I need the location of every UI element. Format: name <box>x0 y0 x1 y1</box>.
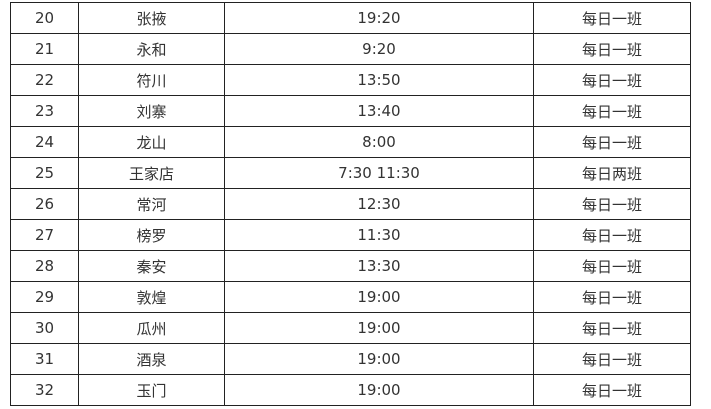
cell-no: 24 <box>10 126 79 158</box>
cell-station: 常河 <box>78 188 225 220</box>
cell-time: 7:30 11:30 <box>224 157 534 189</box>
cell-frequency: 每日一班 <box>533 64 691 96</box>
cell-frequency: 每日一班 <box>533 2 691 34</box>
cell-no: 30 <box>10 312 79 344</box>
cell-time: 19:00 <box>224 281 534 313</box>
cell-no: 32 <box>10 374 79 406</box>
cell-station: 敦煌 <box>78 281 225 313</box>
cell-station: 龙山 <box>78 126 225 158</box>
cell-frequency: 每日一班 <box>533 312 691 344</box>
cell-time: 19:00 <box>224 343 534 375</box>
cell-no: 23 <box>10 95 79 127</box>
cell-time: 19:20 <box>224 2 534 34</box>
table-row: 32 玉门 19:00 每日一班 <box>10 374 691 406</box>
table-row: 24 龙山 8:00 每日一班 <box>10 126 691 158</box>
table-row: 20 张掖 19:20 每日一班 <box>10 2 691 34</box>
cell-frequency: 每日一班 <box>533 219 691 251</box>
cell-no: 22 <box>10 64 79 96</box>
cell-station: 玉门 <box>78 374 225 406</box>
table-row: 22 符川 13:50 每日一班 <box>10 64 691 96</box>
cell-frequency: 每日一班 <box>533 33 691 65</box>
cell-station: 瓜州 <box>78 312 225 344</box>
cell-time: 12:30 <box>224 188 534 220</box>
cell-no: 26 <box>10 188 79 220</box>
cell-no: 27 <box>10 219 79 251</box>
cell-station: 王家店 <box>78 157 225 189</box>
cell-station: 酒泉 <box>78 343 225 375</box>
cell-frequency: 每日一班 <box>533 374 691 406</box>
cell-time: 19:00 <box>224 312 534 344</box>
table-row: 25 王家店 7:30 11:30 每日两班 <box>10 157 691 189</box>
table-row: 31 酒泉 19:00 每日一班 <box>10 343 691 375</box>
cell-station: 符川 <box>78 64 225 96</box>
table-row: 30 瓜州 19:00 每日一班 <box>10 312 691 344</box>
schedule-table: 20 张掖 19:20 每日一班 21 永和 9:20 每日一班 22 符川 13:50 每日一班 23… <box>10 2 691 406</box>
cell-time: 19:00 <box>224 374 534 406</box>
cell-no: 21 <box>10 33 79 65</box>
cell-station: 刘寨 <box>78 95 225 127</box>
cell-frequency: 每日一班 <box>533 126 691 158</box>
cell-station: 榜罗 <box>78 219 225 251</box>
table-row: 27 榜罗 11:30 每日一班 <box>10 219 691 251</box>
cell-no: 25 <box>10 157 79 189</box>
cell-time: 11:30 <box>224 219 534 251</box>
cell-no: 31 <box>10 343 79 375</box>
cell-no: 29 <box>10 281 79 313</box>
table-row: 28 秦安 13:30 每日一班 <box>10 250 691 282</box>
cell-time: 8:00 <box>224 126 534 158</box>
cell-time: 13:30 <box>224 250 534 282</box>
cell-time: 13:50 <box>224 64 534 96</box>
cell-no: 28 <box>10 250 79 282</box>
cell-frequency: 每日一班 <box>533 95 691 127</box>
cell-station: 永和 <box>78 33 225 65</box>
cell-frequency: 每日两班 <box>533 157 691 189</box>
cell-frequency: 每日一班 <box>533 250 691 282</box>
table-row: 21 永和 9:20 每日一班 <box>10 33 691 65</box>
cell-frequency: 每日一班 <box>533 343 691 375</box>
cell-no: 20 <box>10 2 79 34</box>
cell-frequency: 每日一班 <box>533 188 691 220</box>
cell-station: 张掖 <box>78 2 225 34</box>
table-row: 26 常河 12:30 每日一班 <box>10 188 691 220</box>
cell-station: 秦安 <box>78 250 225 282</box>
table-row: 29 敦煌 19:00 每日一班 <box>10 281 691 313</box>
cell-time: 13:40 <box>224 95 534 127</box>
cell-time: 9:20 <box>224 33 534 65</box>
cell-frequency: 每日一班 <box>533 281 691 313</box>
table-row: 23 刘寨 13:40 每日一班 <box>10 95 691 127</box>
